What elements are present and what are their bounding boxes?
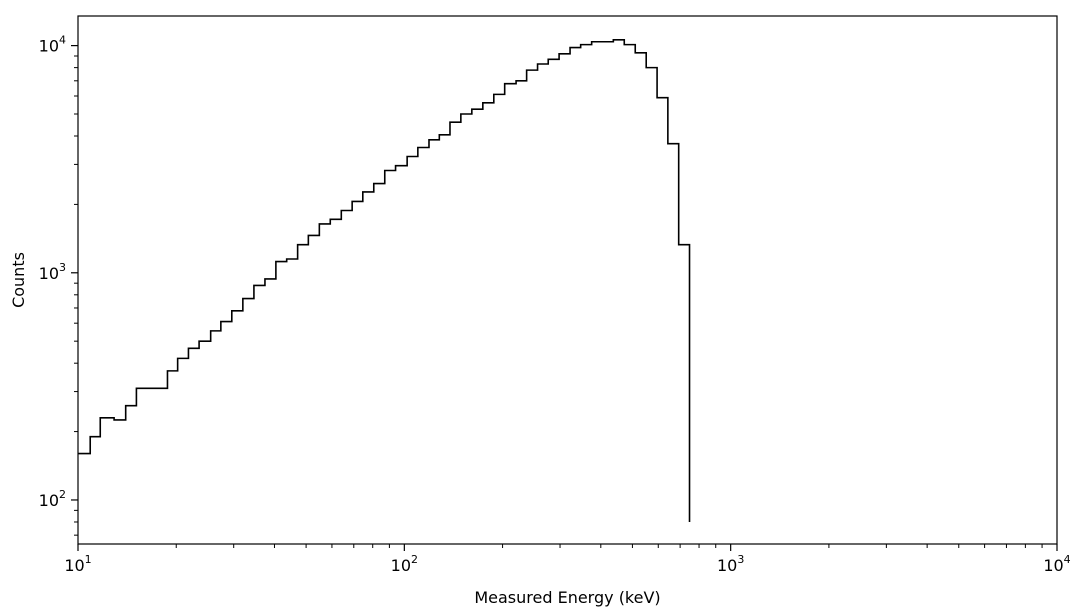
x-tick-label: 101 (64, 553, 91, 575)
y-tick-label: 103 (39, 261, 66, 283)
x-tick-label: 103 (717, 553, 744, 575)
counts-step-line (78, 39, 691, 522)
x-tick-label: 104 (1043, 553, 1070, 575)
x-tick-labels: 101 102 103 104 (64, 553, 1070, 575)
y-axis-label: Counts (9, 252, 28, 308)
minor-ticks (74, 55, 1043, 548)
y-tick-label: 104 (39, 34, 66, 56)
y-tick-label: 102 (39, 488, 66, 510)
y-tick-labels: 102 103 104 (39, 34, 66, 510)
x-axis-label: Measured Energy (keV) (474, 588, 660, 607)
x-tick-label: 102 (391, 553, 418, 575)
major-ticks (71, 45, 1058, 551)
plot-frame (77, 15, 1058, 545)
